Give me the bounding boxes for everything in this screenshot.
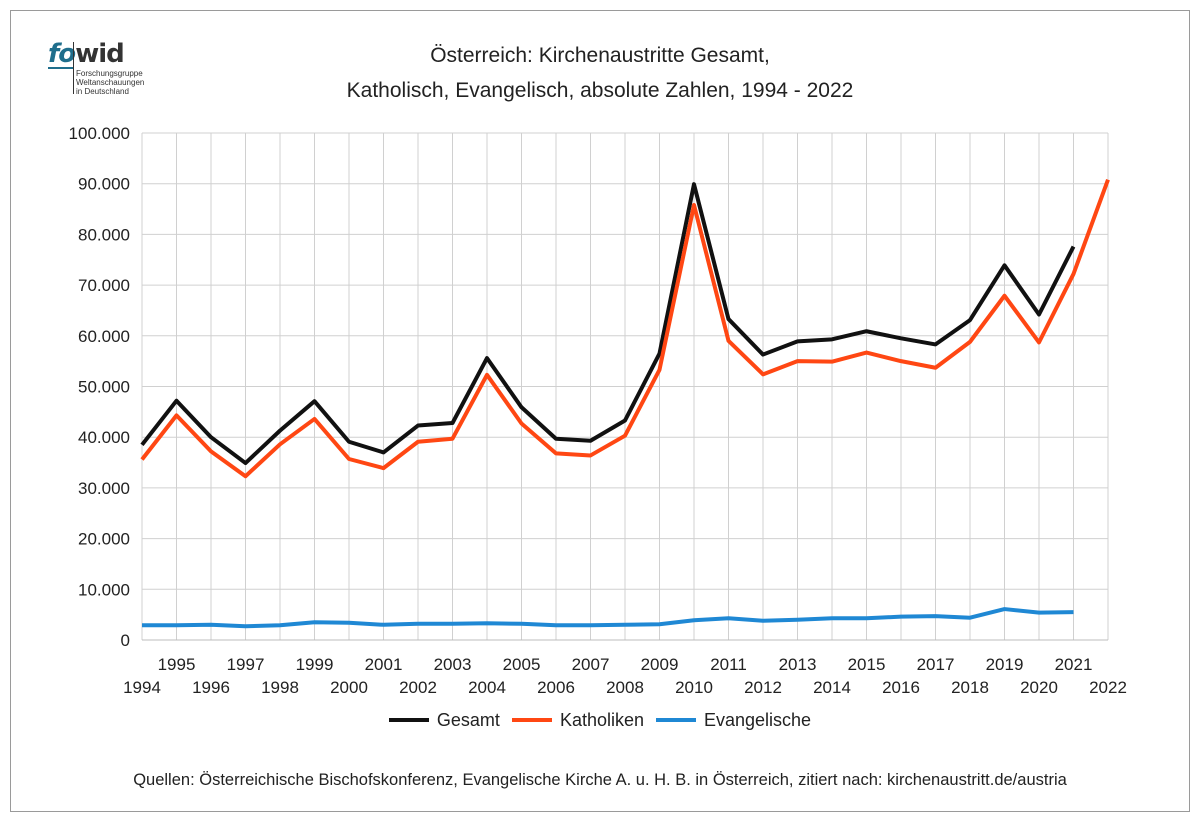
x-tick-label: 1999 xyxy=(296,655,334,674)
x-tick-label: 2018 xyxy=(951,678,989,697)
x-tick-label: 1998 xyxy=(261,678,299,697)
x-tick-label: 2003 xyxy=(434,655,472,674)
fowid-logo: fowid Forschungsgruppe Weltanschauungen … xyxy=(48,40,158,100)
y-tick-label: 10.000 xyxy=(78,580,130,599)
source-note: Quellen: Österreichische Bischofskonfere… xyxy=(133,771,1067,789)
y-tick-label: 60.000 xyxy=(78,327,130,346)
x-tick-label: 1995 xyxy=(158,655,196,674)
x-tick-label: 2008 xyxy=(606,678,644,697)
legend-swatch xyxy=(388,718,429,722)
x-tick-label: 2021 xyxy=(1055,655,1093,674)
logo-mark-fo: fo xyxy=(48,39,76,69)
x-tick-label: 1996 xyxy=(192,678,230,697)
x-tick-label: 2009 xyxy=(641,655,679,674)
legend-label: Evangelische xyxy=(704,709,812,730)
legend-item-katholiken: Katholiken xyxy=(511,709,644,731)
x-tick-label: 2014 xyxy=(813,678,851,697)
x-tick-label: 2020 xyxy=(1020,678,1058,697)
logo-divider xyxy=(73,42,74,94)
y-tick-label: 90.000 xyxy=(78,175,130,194)
x-tick-label: 2010 xyxy=(675,678,713,697)
y-tick-label: 70.000 xyxy=(78,276,130,295)
y-tick-label: 30.000 xyxy=(78,479,130,498)
x-tick-label: 2001 xyxy=(365,655,403,674)
x-tick-label: 2017 xyxy=(917,655,955,674)
chart-legend: Gesamt Katholiken Evangelische xyxy=(0,706,1200,731)
logo-sub-line-2: Weltanschauungen xyxy=(76,78,145,87)
x-tick-label: 2016 xyxy=(882,678,920,697)
x-tick-label: 2012 xyxy=(744,678,782,697)
legend-swatch xyxy=(656,718,696,722)
legend-label: Gesamt xyxy=(436,709,500,730)
x-tick-label: 2022 xyxy=(1089,678,1127,697)
series-line-katholiken xyxy=(140,178,1110,479)
x-tick-label: 2005 xyxy=(503,655,541,674)
x-tick-label: 1994 xyxy=(123,678,161,697)
legend-label: Katholiken xyxy=(559,709,644,730)
x-tick-label: 2000 xyxy=(330,678,368,697)
chart-title-line-1: Österreich: Kirchenaustritte Gesamt, xyxy=(430,44,770,67)
logo-underline xyxy=(48,67,73,69)
x-tick-label: 2011 xyxy=(710,655,747,674)
x-tick-label: 2015 xyxy=(848,655,886,674)
y-tick-label: 0 xyxy=(121,631,130,650)
logo-subtitle: Forschungsgruppe Weltanschauungen in Deu… xyxy=(76,69,144,96)
y-tick-label: 40.000 xyxy=(78,428,130,447)
x-tick-label: 2007 xyxy=(572,655,610,674)
logo-mark: fowid xyxy=(48,39,125,69)
y-tick-label: 20.000 xyxy=(78,530,130,549)
chart-title-line-2: Katholisch, Evangelisch, absolute Zahlen… xyxy=(346,79,854,102)
series-line-gesamt xyxy=(140,182,1076,466)
logo-sub-line-1: Forschungsgruppe xyxy=(76,69,143,78)
x-tick-label: 2013 xyxy=(779,655,817,674)
chart-frame xyxy=(10,10,1190,812)
y-tick-label: 80.000 xyxy=(78,225,130,244)
logo-mark-wid: wid xyxy=(75,39,125,69)
legend-swatch xyxy=(511,718,552,722)
x-tick-label: 2006 xyxy=(537,678,575,697)
series-line-evangelische xyxy=(142,607,1074,629)
legend-item-evangelische: Evangelische xyxy=(656,710,811,731)
y-tick-label: 50.000 xyxy=(78,378,130,397)
x-tick-label: 2002 xyxy=(399,678,437,697)
x-tick-label: 2004 xyxy=(468,678,506,697)
x-tick-label: 1997 xyxy=(227,655,265,674)
logo-sub-line-3: in Deutschland xyxy=(76,87,129,96)
y-tick-label: 100.000 xyxy=(69,124,130,143)
legend-item-gesamt: Gesamt xyxy=(388,709,500,731)
x-tick-label: 2019 xyxy=(986,655,1024,674)
